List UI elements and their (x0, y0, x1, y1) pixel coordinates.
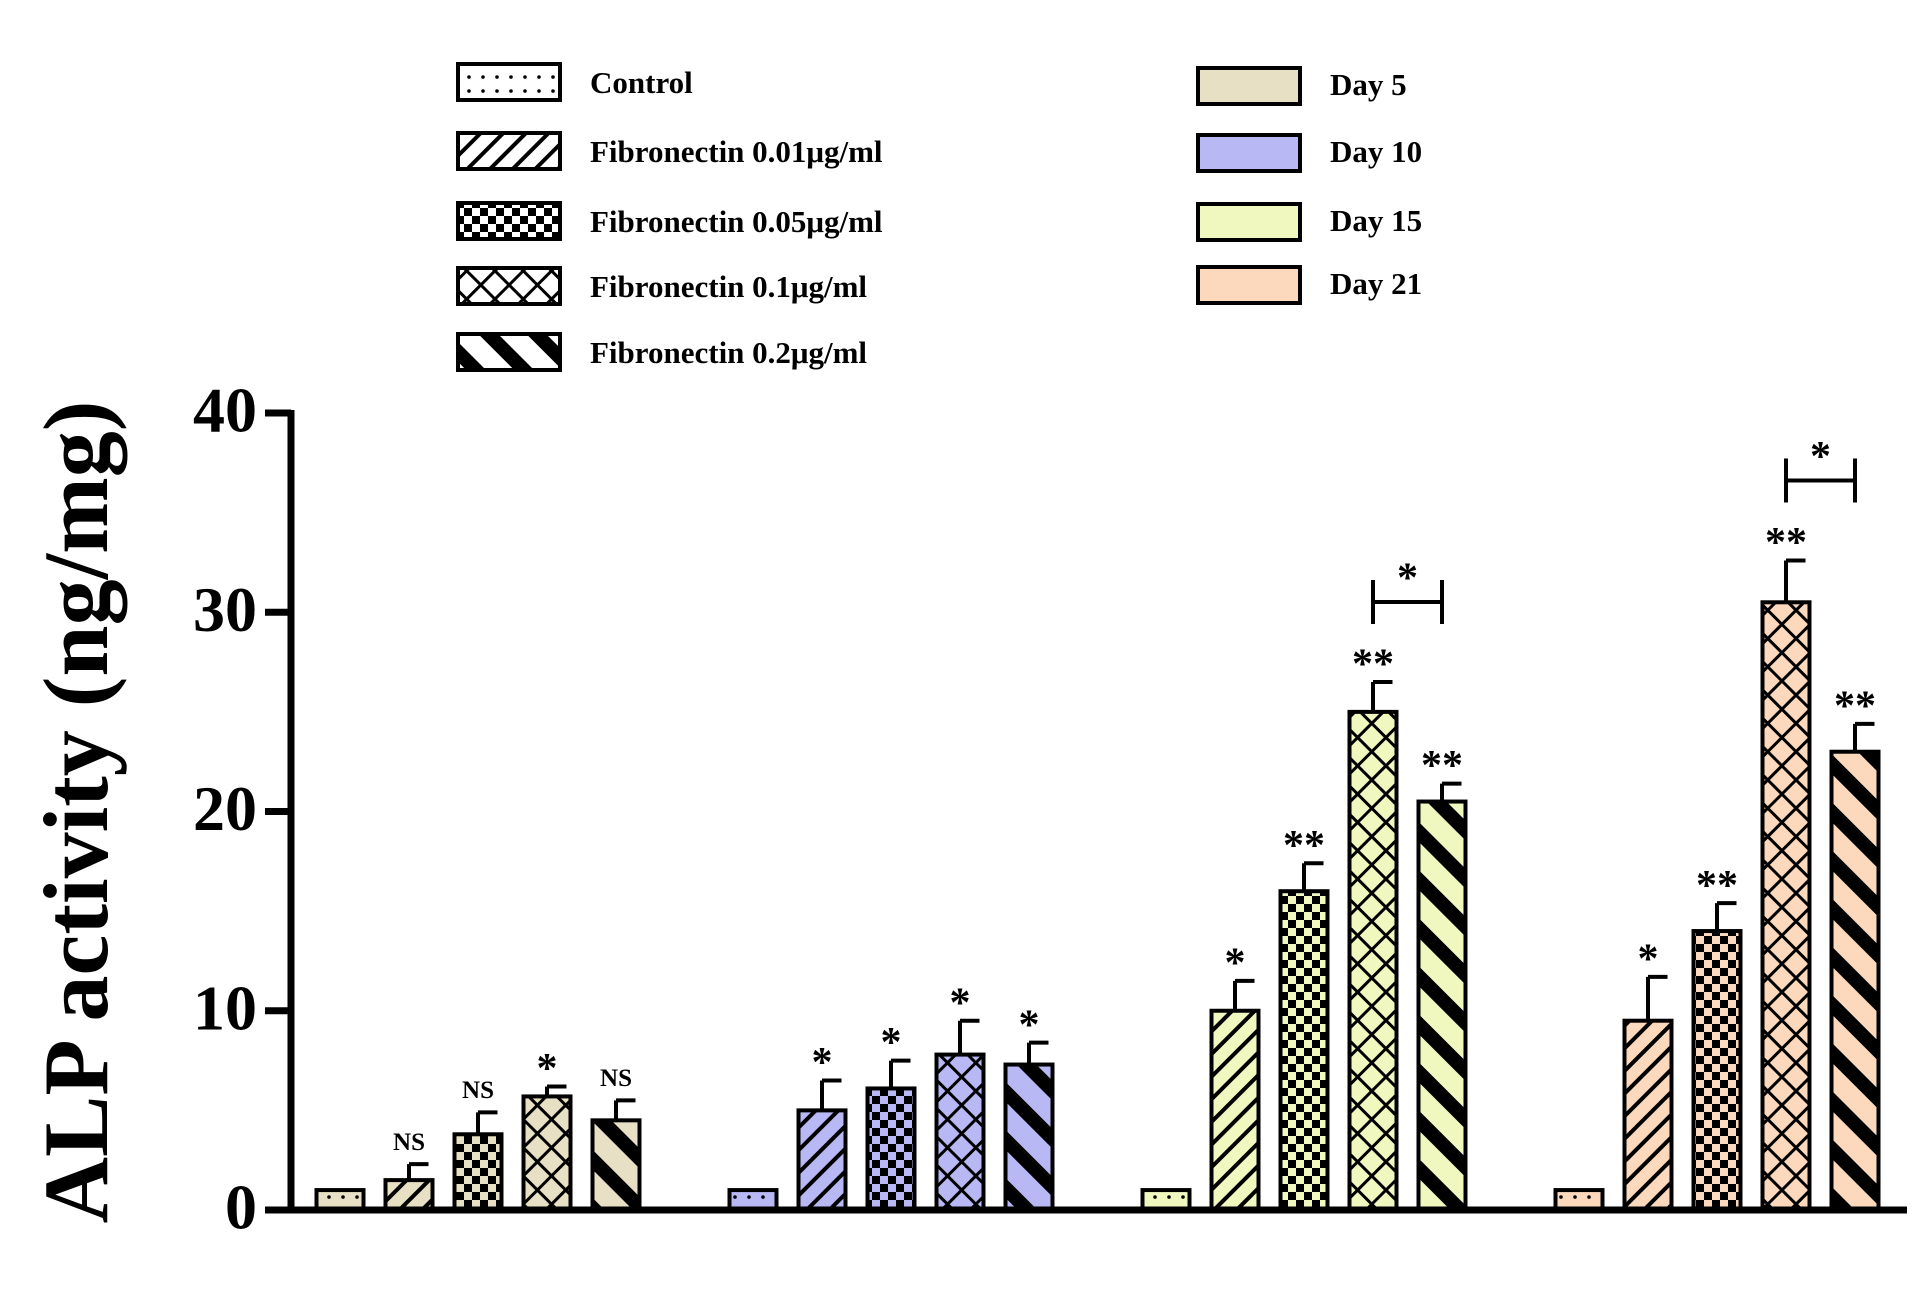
bar (452, 1132, 504, 1213)
bracket-label: * (1397, 556, 1418, 602)
error-bar (1853, 721, 1875, 752)
legend-label: Fibronectin 0.05μg/ml (590, 204, 883, 239)
legend-label: Day 10 (1330, 134, 1422, 169)
significance-label: NS (462, 1077, 494, 1104)
significance-label: NS (393, 1129, 425, 1156)
bar (934, 1052, 986, 1212)
legend-label: Day 21 (1330, 266, 1422, 301)
y-tick-label: 40 (193, 375, 257, 446)
significance-label: ** (1696, 863, 1738, 909)
error-bar (889, 1058, 911, 1089)
error-bar (1027, 1040, 1049, 1065)
bar (383, 1178, 435, 1213)
significance-label: * (812, 1040, 833, 1086)
legend-label: Fibronectin 0.01μg/ml (590, 134, 883, 169)
legend-swatch (1196, 66, 1302, 106)
y-tick-label: 20 (193, 773, 257, 844)
y-tick-label: 10 (193, 972, 257, 1043)
bar (1416, 799, 1468, 1212)
error-bar (1715, 901, 1737, 932)
bar (1829, 749, 1881, 1212)
error-bar (1371, 679, 1393, 712)
legend-swatch (456, 332, 562, 372)
bar (1347, 709, 1399, 1212)
legend-swatch (456, 266, 562, 306)
significance-label: ** (1834, 683, 1876, 729)
legend-swatch (456, 131, 562, 171)
bar (521, 1094, 573, 1212)
significance-label: * (1638, 937, 1659, 983)
significance-label: * (1225, 941, 1246, 987)
significance-label: * (1019, 1002, 1040, 1048)
error-bar (545, 1084, 567, 1097)
bar (1691, 929, 1743, 1212)
significance-bracket (1784, 458, 1857, 503)
error-bar (476, 1110, 498, 1135)
legend-label: Fibronectin 0.1μg/ml (590, 269, 867, 304)
legend-label: Day 5 (1330, 67, 1407, 102)
legend-label: Day 15 (1330, 203, 1422, 238)
legend-label: Control (590, 65, 693, 100)
significance-label: ** (1765, 520, 1807, 566)
error-bar (958, 1018, 980, 1055)
y-axis-label: ALP activity (ng/mg) (25, 401, 127, 1224)
error-bar (820, 1078, 842, 1111)
significance-label: * (881, 1020, 902, 1066)
significance-bracket (1371, 579, 1444, 624)
error-bar (1440, 781, 1462, 802)
bracket-label: * (1810, 434, 1831, 480)
error-bar (1302, 861, 1324, 892)
legend-swatch (456, 201, 562, 241)
bar (1760, 600, 1812, 1212)
legend-swatch (1196, 133, 1302, 173)
legend-label: Fibronectin 0.2μg/ml (590, 335, 867, 370)
bar (590, 1118, 642, 1213)
error-bar (614, 1098, 636, 1121)
significance-label: * (950, 980, 971, 1026)
y-tick-label: 30 (193, 574, 257, 645)
bar (865, 1086, 917, 1213)
bar (1003, 1062, 1055, 1212)
legend-swatch (1196, 265, 1302, 305)
bar (1622, 1018, 1674, 1213)
y-tick-label: 0 (225, 1172, 257, 1243)
error-bar (1646, 974, 1668, 1021)
legend-swatch (456, 62, 562, 102)
bar (1278, 889, 1330, 1212)
error-bar (407, 1162, 429, 1181)
significance-label: NS (600, 1065, 632, 1092)
significance-label: ** (1421, 743, 1463, 789)
significance-label: ** (1283, 823, 1325, 869)
significance-label: * (537, 1046, 558, 1092)
error-bar (1784, 558, 1806, 603)
bar (1209, 1008, 1261, 1212)
error-bar (1233, 978, 1255, 1011)
bar (796, 1108, 848, 1212)
significance-label: ** (1352, 642, 1394, 688)
legend-swatch (1196, 202, 1302, 242)
